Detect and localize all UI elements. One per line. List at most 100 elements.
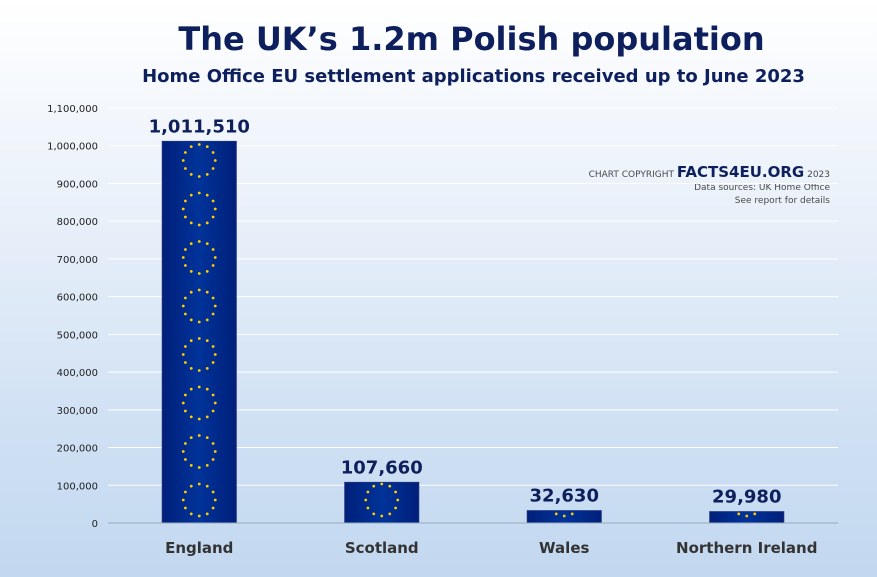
eu-star [366,506,370,510]
eu-star [211,490,215,494]
eu-star [183,296,187,300]
x-axis: England Scotland Wales Northern Ireland [108,522,838,557]
eu-star [183,458,187,461]
eu-star [189,415,193,419]
eu-star [181,159,185,162]
eu-star [205,193,209,197]
eu-star [189,387,193,391]
copyright-prefix: CHART COPYRIGHT [588,170,677,180]
y-tick-label: 0 [92,519,98,530]
eu-star [205,415,209,419]
eu-star [753,512,757,516]
eu-star [205,172,209,176]
y-tick-label: 500,000 [57,330,98,341]
eu-star [205,512,209,516]
eu-star [183,264,187,267]
data-labels: 1,011,510 107,660 32,630 29,980 [149,116,782,507]
eu-star [211,264,215,267]
eu-star [183,151,187,154]
eu-star [211,151,215,154]
eu-star [183,248,187,251]
eu-star [189,463,193,467]
eu-star [364,498,368,502]
chart-title: The UK’s 1.2m Polish population [178,20,765,58]
eu-star [181,353,185,356]
eu-star [211,393,215,397]
eu-star [183,506,187,510]
y-tick-label: 600,000 [57,293,98,304]
x-tick-label: England [165,539,233,557]
eu-star [181,207,185,211]
eu-star [205,221,209,225]
eu-star [211,442,215,445]
eu-star [181,401,185,405]
eu-star [197,482,201,486]
eu-star [197,288,201,292]
eu-star [211,506,215,510]
data-source-note: Data sources: UK Home Office [694,183,830,193]
y-tick-label: 100,000 [57,481,98,492]
eu-star [211,199,215,203]
eu-star [372,512,376,516]
eu-flag-pattern [181,111,217,518]
eu-star [549,507,552,510]
eu-star [213,353,217,356]
y-tick-label: 800,000 [57,217,98,228]
y-tick-label: 200,000 [57,444,98,455]
y-tick-label: 900,000 [57,179,98,190]
eu-star [211,296,215,300]
eu-star [213,498,217,502]
chart-subtitle: Home Office EU settlement applications r… [142,66,805,87]
y-tick-label: 1,100,000 [47,104,98,115]
eu-star [366,490,370,494]
eu-star [205,366,209,370]
eu-star [211,215,215,219]
eu-star [183,215,187,219]
eu-star [213,401,217,405]
eu-star [189,242,193,246]
eu-star [197,320,201,324]
bars [161,111,785,524]
eu-star [554,512,558,516]
x-tick-label: Scotland [345,539,419,557]
eu-star [189,221,193,225]
eu-star [214,111,217,114]
eu-star [211,345,215,348]
eu-star [197,240,201,243]
eu-star [183,361,187,364]
data-label: 29,980 [712,487,781,508]
eu-star [197,417,201,421]
copyright-brand: FACTS4EU.ORG [676,163,805,181]
eu-star [213,207,217,211]
eu-star [211,458,215,461]
copyright-year: 2023 [804,170,830,180]
y-tick-label: 300,000 [57,406,98,417]
eu-star [205,339,209,343]
eu-star [189,339,193,343]
eu-star [211,361,215,364]
eu-star [189,366,193,370]
eu-star [181,256,185,259]
eu-star [213,159,217,162]
eu-flag-pattern [549,507,574,518]
eu-star [205,269,209,273]
y-tick-label: 700,000 [57,255,98,266]
copyright-notice: CHART COPYRIGHT FACTS4EU.ORG 2023 Data s… [588,163,830,208]
eu-star [197,434,201,437]
eu-star [211,312,215,316]
x-tick-label: Wales [539,539,589,557]
eu-star [211,167,215,170]
bar [161,140,237,524]
eu-star [205,387,209,391]
eu-star [181,450,185,453]
eu-flag-pattern [737,512,757,518]
eu-star [205,484,209,488]
y-axis: 0 100,000 200,000 300,000 400,000 500,000 600,… [47,104,98,530]
eu-star [182,111,185,114]
eu-star [211,248,215,251]
eu-star [197,466,201,469]
eu-star [197,369,201,372]
eu-star [396,498,400,502]
x-tick-label: Northern Ireland [676,539,817,557]
